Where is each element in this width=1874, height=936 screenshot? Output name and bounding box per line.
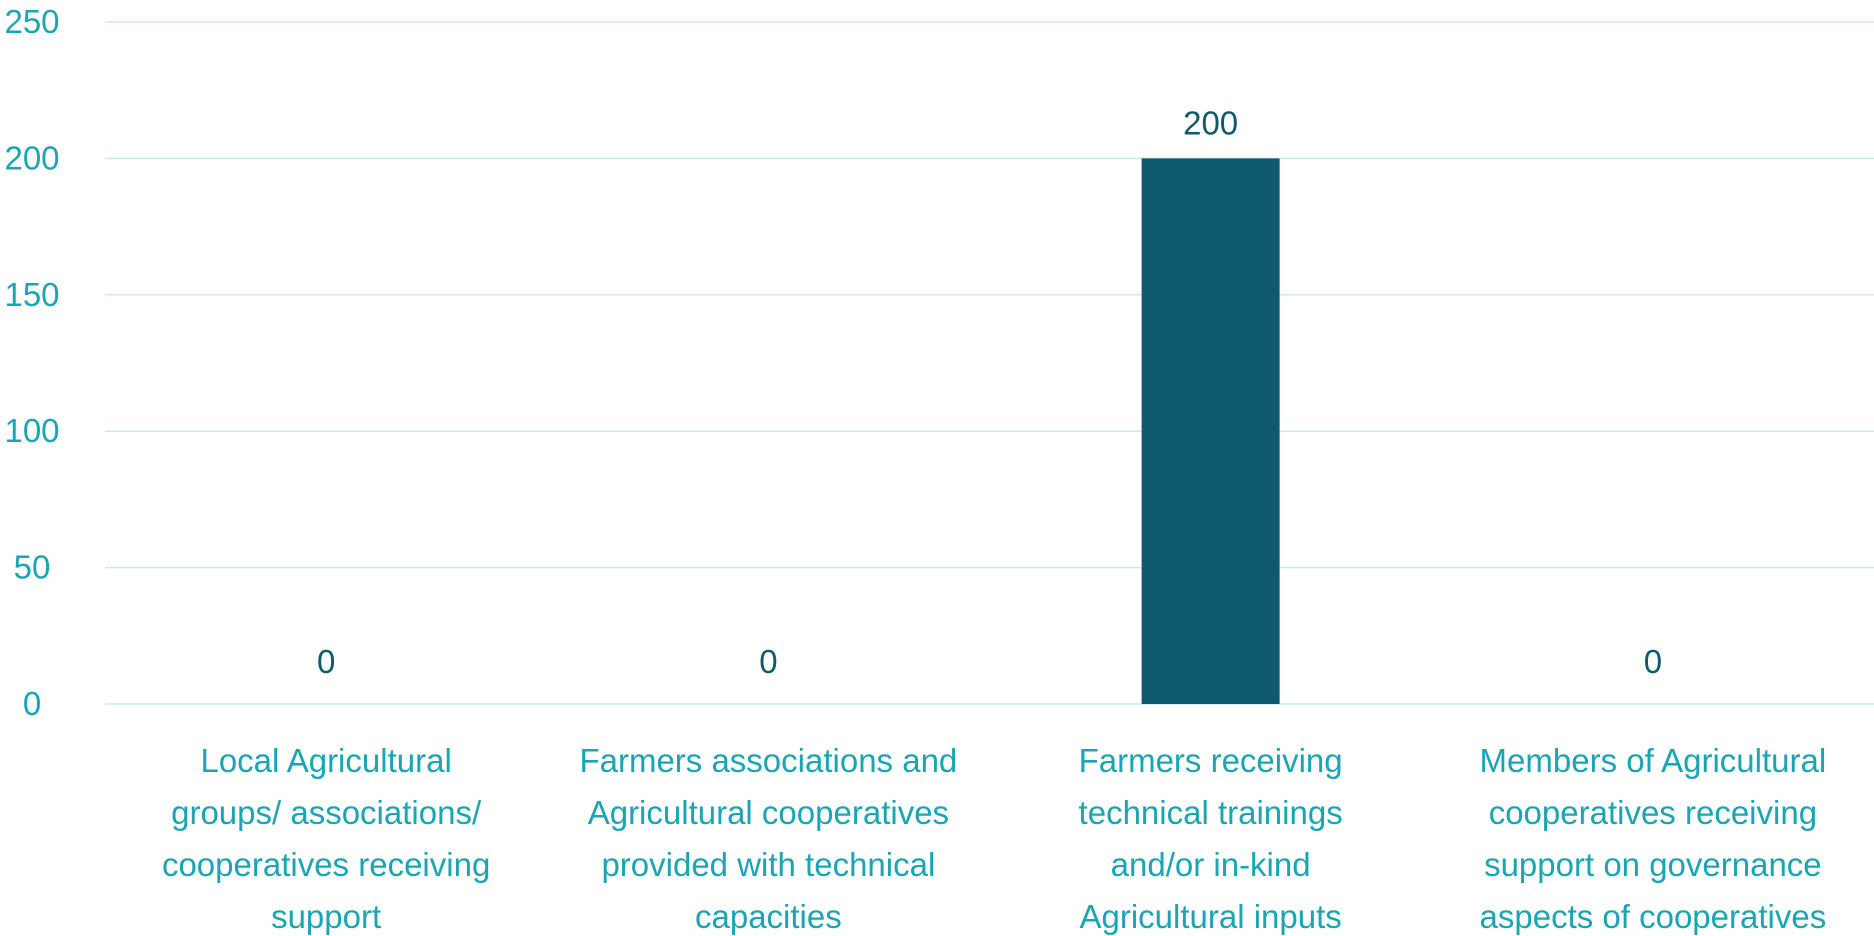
y-tick-label: 0 bbox=[23, 685, 41, 722]
bars bbox=[1141, 158, 1280, 704]
category-label-line: Agricultural cooperatives bbox=[588, 794, 949, 831]
category-label-line: Farmers associations and bbox=[579, 742, 957, 779]
data-labels: 0 0 200 0 bbox=[317, 104, 1662, 680]
y-axis-tick-labels: 0 50 100 150 200 250 bbox=[4, 3, 59, 722]
y-tick-label: 100 bbox=[4, 412, 59, 449]
category-label-line: cooperatives receiving bbox=[162, 846, 490, 883]
category-label-line: technical trainings bbox=[1079, 794, 1343, 831]
gridlines bbox=[105, 21, 1874, 705]
category-label: Farmers associations and Agricultural coo… bbox=[579, 742, 957, 935]
category-label: Local Agricultural groups/ associations/c… bbox=[162, 742, 490, 935]
data-label: 0 bbox=[759, 643, 777, 680]
category-label-line: groups/ associations/ bbox=[171, 794, 482, 831]
data-label: 0 bbox=[317, 643, 335, 680]
category-label: Members of Agricultural cooperatives rece… bbox=[1480, 742, 1827, 935]
x-axis-category-labels: Local Agricultural groups/ associations/c… bbox=[162, 742, 1826, 935]
category-label-line: Agricultural inputs bbox=[1079, 898, 1341, 935]
category-label-line: Farmers receiving bbox=[1079, 742, 1343, 779]
category-label: Farmers receiving technical trainings and/… bbox=[1079, 742, 1343, 935]
data-label: 0 bbox=[1644, 643, 1662, 680]
y-tick-label: 250 bbox=[4, 3, 59, 40]
category-label-line: capacities bbox=[695, 898, 842, 935]
y-tick-label: 200 bbox=[4, 139, 59, 176]
category-label-line: cooperatives receiving bbox=[1489, 794, 1817, 831]
y-tick-label: 150 bbox=[4, 276, 59, 313]
category-label-line: aspects of cooperatives bbox=[1480, 898, 1827, 935]
y-tick-label: 50 bbox=[14, 549, 51, 586]
category-label-line: Local Agricultural bbox=[200, 742, 451, 779]
category-label-line: provided with technical bbox=[601, 846, 935, 883]
category-label-line: support bbox=[271, 898, 381, 935]
data-label: 200 bbox=[1183, 104, 1238, 141]
bar bbox=[1141, 158, 1280, 704]
category-label-line: and/or in-kind bbox=[1111, 846, 1311, 883]
category-label-line: Members of Agricultural bbox=[1480, 742, 1827, 779]
category-label-line: support on governance bbox=[1484, 846, 1822, 883]
